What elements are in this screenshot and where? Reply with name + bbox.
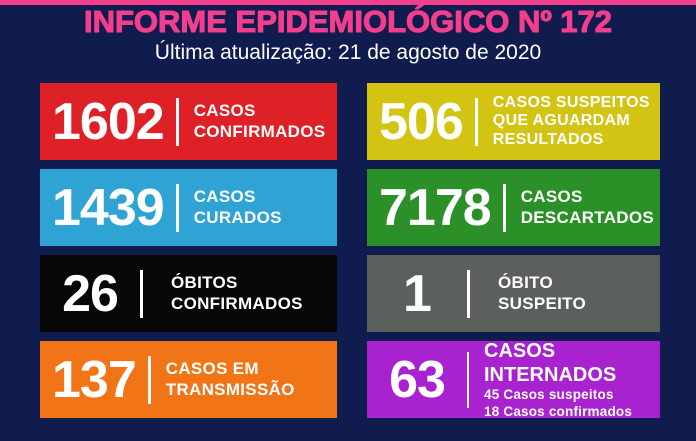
card-obitos-confirmados: 26 ÓBITOS CONFIRMADOS — [40, 255, 337, 332]
stat-label-line: QUE AGUARDAM — [492, 112, 630, 130]
stat-label-line: CURADOS — [193, 207, 282, 227]
last-update-subtitle: Última atualização: 21 de agosto de 2020 — [154, 41, 542, 65]
stat-label-line: CONFIRMADOS — [171, 293, 303, 313]
divider — [140, 269, 143, 318]
card-casos-em-transmissao: 137 CASOS EM TRANSMISSÃO — [40, 341, 337, 418]
divider — [474, 97, 478, 146]
stat-label: CASOS INTERNADOS 45 Casos suspeitos 18 C… — [469, 339, 660, 419]
stat-label-line: CASOS — [520, 187, 583, 207]
stat-value: 26 — [62, 264, 119, 323]
report-header: INFORME EPIDEMIOLÓGICO Nº 172 Última atu… — [0, 4, 696, 65]
stat-sublabel-line: 45 Casos suspeitos — [484, 387, 614, 403]
stat-label-line: CASOS EM — [165, 359, 259, 379]
top-accent-strip — [0, 0, 696, 5]
stat-label: ÓBITO SUSPEITO — [470, 273, 592, 314]
stat-value: 137 — [52, 350, 137, 409]
stat-label-line: CASOS SUSPEITOS — [492, 93, 650, 111]
report-title: INFORME EPIDEMIOLÓGICO Nº 172 — [83, 4, 613, 39]
stat-label-line: CONFIRMADOS — [193, 121, 326, 141]
stat-value: 1602 — [52, 92, 165, 151]
stat-label-line: CASOS INTERNADOS — [484, 340, 617, 387]
card-casos-descartados: 7178 CASOS DESCARTADOS — [367, 169, 660, 246]
card-casos-internados: 63 CASOS INTERNADOS 45 Casos suspeitos 1… — [367, 339, 660, 419]
stat-label-line: SUSPEITO — [498, 293, 587, 313]
stat-label: CASOS EM TRANSMISSÃO — [151, 359, 301, 400]
card-casos-confirmados: 1602 CASOS CONFIRMADOS — [40, 83, 337, 160]
stats-grid: 1602 CASOS CONFIRMADOS 506 CASOS SUSPEIT… — [40, 83, 660, 419]
card-casos-curados: 1439 CASOS CURADOS — [40, 169, 337, 246]
stat-value: 7178 — [379, 178, 492, 237]
stat-label: CASOS DESCARTADOS — [506, 187, 660, 228]
divider — [502, 183, 506, 232]
stat-label-line: CASOS — [193, 101, 256, 121]
divider — [467, 269, 470, 318]
stat-value: 63 — [389, 350, 446, 409]
stat-label-line: TRANSMISSÃO — [165, 379, 295, 399]
stat-value: 1 — [403, 264, 432, 323]
stat-label: CASOS CURADOS — [179, 187, 288, 228]
card-casos-suspeitos-aguardam: 506 CASOS SUSPEITOS QUE AGUARDAM RESULTA… — [367, 83, 660, 160]
divider — [467, 351, 469, 408]
stat-label-line: ÓBITOS — [171, 273, 238, 293]
stat-label-line: RESULTADOS — [492, 130, 604, 148]
divider — [175, 183, 179, 232]
divider — [147, 355, 151, 404]
stat-value: 1439 — [52, 178, 165, 237]
stat-label-line: CASOS — [193, 187, 256, 207]
stat-label-line: ÓBITO — [498, 273, 554, 293]
divider — [175, 97, 179, 146]
stat-sublabel-line: 18 Casos confirmados — [484, 403, 633, 419]
stat-label: CASOS CONFIRMADOS — [179, 101, 332, 142]
stat-label: CASOS SUSPEITOS QUE AGUARDAM RESULTADOS — [478, 94, 656, 149]
stat-label-line: DESCARTADOS — [520, 207, 655, 227]
stat-label: ÓBITOS CONFIRMADOS — [143, 273, 309, 314]
card-obito-suspeito: 1 ÓBITO SUSPEITO — [367, 255, 660, 332]
stat-value: 506 — [379, 92, 464, 151]
